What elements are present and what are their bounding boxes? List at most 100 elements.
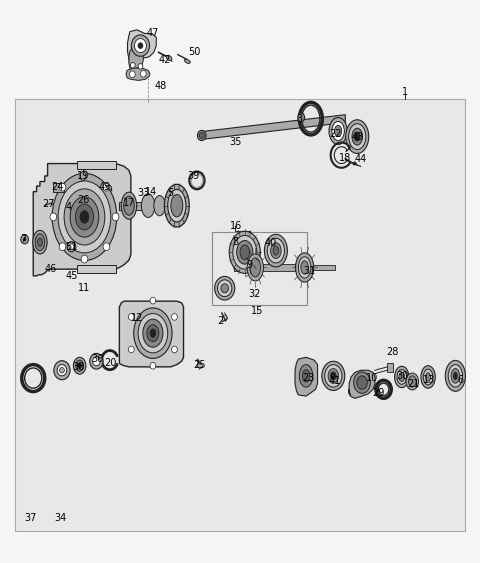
Ellipse shape bbox=[199, 133, 204, 138]
Text: 10: 10 bbox=[365, 373, 378, 383]
Ellipse shape bbox=[324, 365, 342, 387]
Ellipse shape bbox=[80, 211, 89, 223]
Bar bbox=[15, 99, 465, 531]
Ellipse shape bbox=[80, 171, 86, 180]
Ellipse shape bbox=[73, 358, 86, 374]
Text: 46: 46 bbox=[45, 264, 57, 274]
Bar bbox=[387, 364, 393, 373]
Text: 20: 20 bbox=[105, 358, 117, 368]
Ellipse shape bbox=[150, 329, 156, 337]
Text: 30: 30 bbox=[396, 371, 409, 381]
Bar bbox=[77, 265, 116, 273]
Text: 49: 49 bbox=[99, 182, 111, 192]
Ellipse shape bbox=[233, 235, 257, 269]
Ellipse shape bbox=[426, 373, 431, 381]
Text: 25: 25 bbox=[193, 360, 205, 370]
Text: 51: 51 bbox=[65, 242, 78, 252]
Ellipse shape bbox=[348, 124, 366, 150]
Ellipse shape bbox=[106, 185, 112, 189]
Circle shape bbox=[21, 235, 28, 244]
Ellipse shape bbox=[335, 126, 342, 137]
Ellipse shape bbox=[124, 196, 134, 215]
Ellipse shape bbox=[54, 361, 70, 380]
Bar bbox=[77, 161, 116, 169]
Text: 50: 50 bbox=[188, 47, 201, 57]
Ellipse shape bbox=[75, 204, 94, 230]
Ellipse shape bbox=[250, 258, 261, 277]
Ellipse shape bbox=[301, 261, 309, 274]
Text: 22: 22 bbox=[329, 129, 342, 140]
Ellipse shape bbox=[60, 368, 64, 373]
Polygon shape bbox=[129, 47, 144, 70]
Ellipse shape bbox=[164, 184, 189, 227]
Text: 23: 23 bbox=[302, 373, 314, 383]
Circle shape bbox=[81, 171, 88, 178]
Ellipse shape bbox=[423, 369, 433, 385]
Ellipse shape bbox=[354, 372, 371, 394]
Text: 26: 26 bbox=[77, 195, 89, 205]
Ellipse shape bbox=[171, 194, 183, 217]
Ellipse shape bbox=[299, 257, 311, 278]
Text: 36: 36 bbox=[91, 354, 104, 364]
Ellipse shape bbox=[142, 194, 155, 217]
Circle shape bbox=[171, 314, 177, 320]
Text: 47: 47 bbox=[147, 28, 159, 38]
Text: 6: 6 bbox=[457, 375, 463, 385]
Text: 12: 12 bbox=[131, 313, 144, 323]
Ellipse shape bbox=[64, 189, 105, 245]
Polygon shape bbox=[128, 30, 156, 68]
Bar bbox=[212, 232, 307, 305]
Ellipse shape bbox=[197, 363, 203, 368]
Text: 13: 13 bbox=[423, 375, 435, 385]
Ellipse shape bbox=[58, 181, 111, 253]
Circle shape bbox=[81, 255, 88, 263]
Circle shape bbox=[103, 243, 110, 251]
Circle shape bbox=[59, 243, 66, 251]
Circle shape bbox=[23, 238, 26, 241]
Ellipse shape bbox=[57, 365, 67, 376]
Ellipse shape bbox=[264, 234, 288, 267]
Ellipse shape bbox=[346, 120, 369, 154]
Text: 37: 37 bbox=[24, 513, 36, 524]
Text: 28: 28 bbox=[386, 347, 398, 357]
Text: 15: 15 bbox=[251, 306, 263, 316]
Ellipse shape bbox=[397, 370, 407, 385]
Polygon shape bbox=[234, 263, 307, 271]
Text: 33: 33 bbox=[137, 188, 149, 198]
Text: 40: 40 bbox=[265, 238, 277, 248]
Ellipse shape bbox=[197, 131, 206, 141]
Bar bbox=[53, 183, 64, 191]
Text: 31: 31 bbox=[303, 266, 315, 276]
Text: 21: 21 bbox=[407, 379, 420, 388]
Ellipse shape bbox=[138, 43, 143, 48]
Text: 17: 17 bbox=[123, 198, 135, 208]
Circle shape bbox=[150, 297, 156, 304]
Text: 43: 43 bbox=[351, 132, 363, 142]
Polygon shape bbox=[126, 68, 150, 81]
Text: 24: 24 bbox=[51, 182, 63, 192]
Ellipse shape bbox=[154, 195, 165, 216]
Ellipse shape bbox=[168, 189, 186, 222]
Circle shape bbox=[103, 183, 110, 191]
Ellipse shape bbox=[330, 372, 336, 380]
Polygon shape bbox=[120, 301, 183, 367]
Ellipse shape bbox=[37, 238, 42, 247]
Ellipse shape bbox=[271, 243, 281, 258]
Text: 7: 7 bbox=[21, 234, 27, 244]
Polygon shape bbox=[33, 164, 131, 276]
Text: 38: 38 bbox=[72, 362, 84, 372]
Text: 18: 18 bbox=[339, 153, 351, 163]
Text: 42: 42 bbox=[158, 55, 170, 65]
Ellipse shape bbox=[90, 354, 103, 369]
Ellipse shape bbox=[185, 59, 190, 63]
Text: 29: 29 bbox=[372, 388, 385, 397]
Ellipse shape bbox=[247, 254, 264, 281]
Text: 41: 41 bbox=[329, 377, 341, 386]
Text: 27: 27 bbox=[42, 199, 55, 209]
Text: 5: 5 bbox=[168, 188, 174, 198]
Ellipse shape bbox=[143, 319, 163, 347]
Text: 44: 44 bbox=[355, 154, 367, 164]
Ellipse shape bbox=[421, 366, 435, 388]
Text: 45: 45 bbox=[65, 271, 78, 281]
Text: 32: 32 bbox=[248, 289, 261, 299]
